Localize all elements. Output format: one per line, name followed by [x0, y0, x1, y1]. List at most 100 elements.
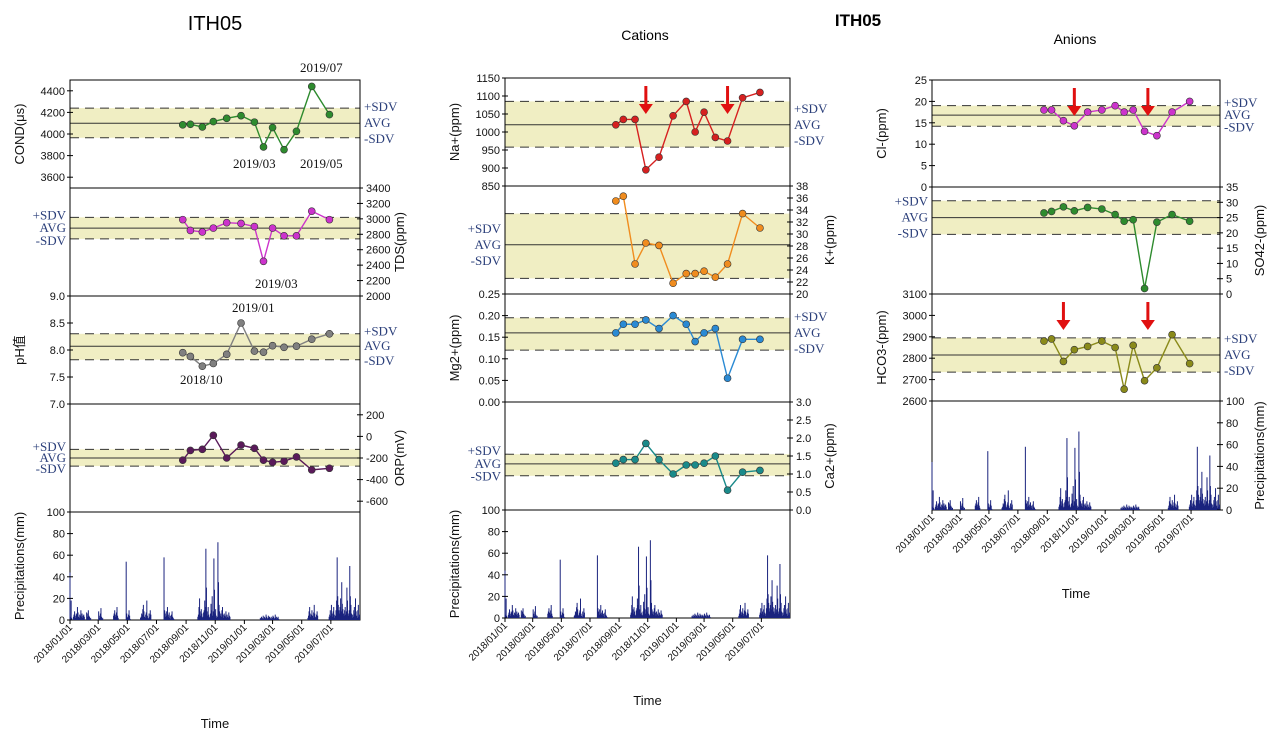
- y-tick-label: 35: [1226, 182, 1238, 194]
- panel-na: 850 900 950 1000 1050 1100 1150 Na+(ppm) +SDVAVG…: [447, 73, 828, 193]
- data-point: [198, 123, 207, 131]
- data-point: [237, 111, 245, 120]
- data-point: [619, 320, 628, 329]
- data-point: [669, 311, 677, 320]
- data-point: [237, 219, 245, 228]
- data-point: [198, 445, 207, 454]
- y-tick-label: 25: [1226, 213, 1238, 225]
- data-point: [691, 269, 699, 278]
- data-point: [682, 269, 691, 278]
- data-point: [619, 192, 628, 200]
- annotation-label: 2019/03: [255, 276, 298, 291]
- y-tick-label: 2400: [366, 260, 390, 272]
- data-point: [1168, 210, 1176, 219]
- precip-panel-center: 020406080100Precipitations(mm)2018/01/01…: [447, 505, 791, 708]
- plus-sdv-label: +SDV: [794, 101, 828, 116]
- data-point: [642, 439, 650, 448]
- data-point: [756, 466, 764, 475]
- y-tick-label: 40: [53, 572, 65, 584]
- data-point: [1153, 218, 1161, 226]
- data-point: [268, 224, 277, 232]
- data-point: [178, 121, 187, 129]
- data-point: [723, 486, 732, 495]
- data-point: [691, 128, 699, 136]
- data-point: [1047, 106, 1056, 114]
- avg-label: AVG: [364, 338, 391, 353]
- data-point: [612, 197, 620, 205]
- avg-label: AVG: [794, 117, 821, 132]
- y-tick-label: 2.5: [796, 415, 811, 427]
- y-tick-label: 36: [796, 193, 808, 205]
- avg-label: AVG: [40, 450, 67, 465]
- y-tick-label: 0: [1226, 505, 1232, 517]
- y-tick-label: -600: [366, 496, 388, 508]
- y-tick-label: 10: [915, 139, 927, 151]
- data-point: [1120, 108, 1128, 116]
- arrow-head: [1056, 320, 1071, 330]
- data-point: [186, 352, 195, 361]
- data-point: [250, 444, 259, 453]
- data-point: [1059, 357, 1068, 366]
- data-point: [237, 441, 245, 449]
- data-point: [691, 461, 699, 469]
- data-point: [209, 117, 218, 126]
- data-point: [756, 335, 764, 344]
- annotation-label: 2019/03: [233, 156, 276, 171]
- data-point: [619, 455, 628, 464]
- y-tick-label: 2.0: [796, 433, 811, 445]
- y-tick-label: 2600: [366, 245, 390, 257]
- data-point: [1059, 116, 1068, 125]
- plus-sdv-label: +SDV: [364, 99, 398, 114]
- y-tick-label: 2700: [903, 375, 927, 387]
- data-point: [631, 115, 639, 124]
- plus-sdv-label: +SDV: [33, 207, 67, 222]
- y-tick-label: 0: [366, 431, 372, 443]
- data-point: [250, 222, 259, 231]
- x-axis-label: Time: [201, 716, 229, 731]
- minus-sdv-label: -SDV: [794, 133, 825, 148]
- data-point: [1140, 376, 1149, 385]
- y-tick-label: 950: [482, 145, 500, 157]
- data-point: [711, 273, 720, 282]
- data-point: [612, 459, 620, 468]
- data-point: [682, 320, 691, 329]
- x-axis-label: Time: [1062, 586, 1090, 601]
- y-tick-label: 3100: [903, 289, 927, 301]
- y-tick-label: 100: [47, 507, 65, 519]
- data-point: [222, 454, 231, 462]
- panel-frame: [69, 187, 361, 297]
- title-left: ITH05: [188, 13, 242, 35]
- data-point: [1040, 106, 1048, 114]
- data-point: [325, 110, 334, 119]
- y-tick-label: 20: [1226, 228, 1238, 240]
- y-tick-label: 1.0: [796, 469, 811, 481]
- avg-label: AVG: [475, 456, 502, 471]
- annotation-label: 2019/07: [300, 60, 343, 75]
- data-point: [292, 232, 301, 240]
- panel-frame: [931, 79, 1221, 188]
- data-point: [259, 143, 268, 151]
- title-center: ITH05: [835, 11, 881, 30]
- data-point: [307, 207, 316, 215]
- data-point: [209, 224, 218, 232]
- data-point: [186, 226, 195, 235]
- y-tick-label: 2800: [366, 229, 390, 241]
- y-tick-label: 30: [796, 229, 808, 241]
- y-tick-label: 0.20: [479, 311, 500, 323]
- y-tick-label: 0: [494, 613, 500, 625]
- y-tick-label: 3200: [366, 198, 390, 210]
- data-point: [280, 232, 288, 240]
- sdv-band: [505, 454, 790, 476]
- data-point: [1098, 337, 1106, 345]
- data-point: [756, 88, 764, 97]
- plus-sdv-label: +SDV: [794, 309, 828, 324]
- y-tick-label: 40: [1226, 461, 1238, 473]
- y-axis-label: Precipitations(mm): [1252, 401, 1267, 509]
- arrow-head: [1067, 106, 1082, 116]
- data-point: [292, 453, 301, 461]
- y-tick-label: 3.0: [796, 397, 811, 409]
- y-tick-label: 0.05: [479, 375, 500, 387]
- data-point: [222, 114, 231, 123]
- y-tick-label: 1.5: [796, 451, 811, 463]
- data-point: [711, 452, 720, 460]
